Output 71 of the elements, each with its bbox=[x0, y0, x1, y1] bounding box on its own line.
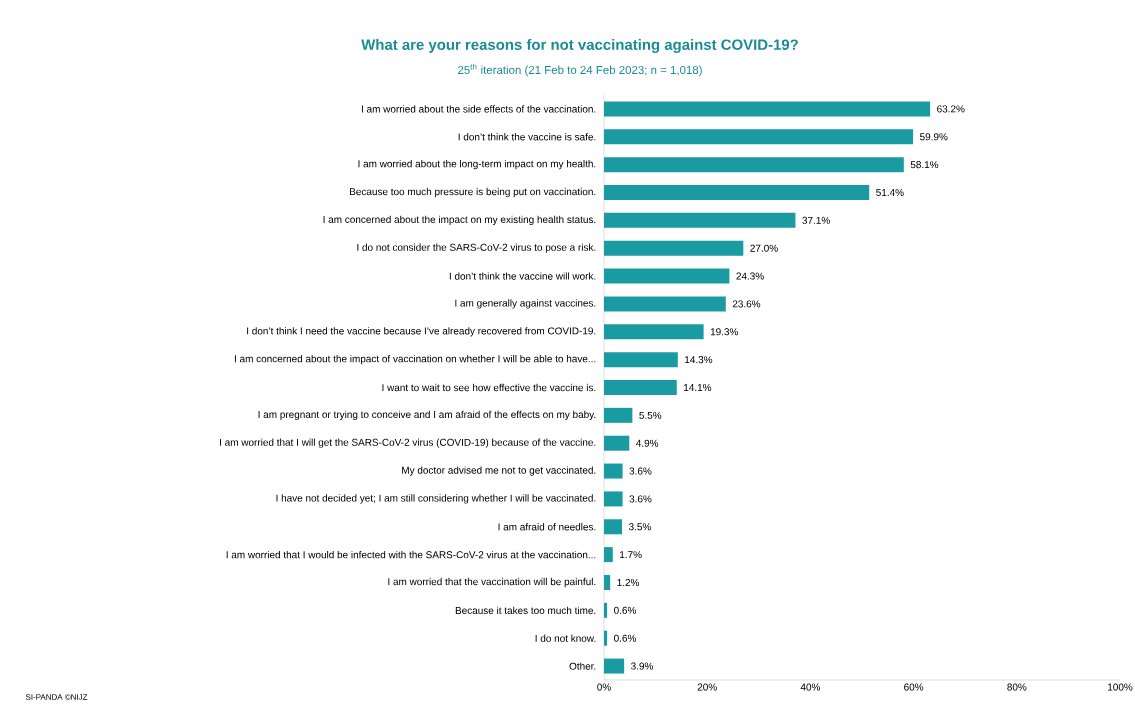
data-label: 37.1% bbox=[802, 216, 830, 224]
data-label: 1.7% bbox=[620, 551, 642, 559]
x-tick-label: 100% bbox=[1108, 683, 1133, 691]
y-tick-label: I am worried that the vaccination will be painful. bbox=[388, 577, 596, 588]
data-label: 59.9% bbox=[920, 133, 948, 141]
data-label: 3.5% bbox=[628, 523, 651, 531]
bar bbox=[604, 379, 677, 395]
bar bbox=[604, 491, 623, 507]
bar bbox=[604, 519, 623, 535]
data-label: 1.2% bbox=[617, 578, 640, 586]
x-tick-label: 80% bbox=[1007, 683, 1027, 691]
bar bbox=[604, 574, 611, 590]
y-tick-label: I don’t think I need the vaccine because I’ve already recovered from COVID-19. bbox=[247, 327, 596, 337]
bar bbox=[604, 602, 608, 618]
data-label: 27.0% bbox=[750, 244, 778, 252]
bar bbox=[604, 324, 704, 340]
y-tick-label: I am generally against vaccines. bbox=[455, 299, 596, 309]
y-tick-label: I am afraid of needles. bbox=[498, 523, 596, 531]
x-tick-label: 40% bbox=[800, 683, 821, 691]
data-label: 24.3% bbox=[736, 272, 764, 280]
bar bbox=[604, 658, 625, 674]
y-tick-label: Because too much pressure is being put on vaccination. bbox=[350, 187, 596, 198]
data-label: 0.6% bbox=[614, 606, 636, 614]
y-tick-label: I am concerned about the impact of vaccination on whether I will be able to have... bbox=[234, 354, 596, 365]
data-label: 3.6% bbox=[629, 495, 652, 503]
data-label: 63.2% bbox=[937, 105, 965, 113]
bar bbox=[604, 630, 608, 646]
y-tick-label: I don’t think the vaccine will work. bbox=[449, 272, 596, 280]
y-tick-label: I am worried about the long-term impact on my health. bbox=[358, 159, 596, 170]
data-label: 51.4% bbox=[876, 188, 904, 196]
data-label: 3.9% bbox=[631, 662, 654, 670]
y-tick-label: I am worried that I will get the SARS-CoV-2 virus (COVID-19) because of the vaccine. bbox=[220, 438, 596, 448]
data-label: 23.6% bbox=[732, 300, 761, 308]
bar bbox=[604, 352, 678, 368]
data-label: 19.3% bbox=[710, 328, 739, 336]
bar bbox=[604, 157, 904, 173]
bar bbox=[604, 435, 630, 451]
y-tick-label: I have not decided yet; I am still considering whether I will be vaccinated. bbox=[276, 494, 596, 504]
bar bbox=[604, 184, 870, 200]
data-label: 58.1% bbox=[910, 161, 939, 169]
chart-subtitle: 25$^{th}$ iteration (21 Feb to 24 Feb 2023; n = 1,018) bbox=[458, 63, 702, 77]
data-label: 14.3% bbox=[685, 356, 713, 364]
y-tick-label: I am worried about the side effects of the vaccination. bbox=[361, 105, 596, 113]
y-tick-label: Because it takes too much time. bbox=[455, 606, 596, 614]
bar bbox=[604, 129, 914, 145]
y-tick-label: I am concerned about the impact on my existing health status. bbox=[323, 215, 596, 225]
y-tick-label: I do not consider the SARS-CoV-2 virus to pose a risk. bbox=[357, 243, 596, 253]
y-tick-label: Other. bbox=[569, 662, 596, 670]
data-label: 4.9% bbox=[636, 439, 659, 447]
x-tick-label: 0% bbox=[597, 683, 611, 691]
y-tick-label: I want to wait to see how effective the vaccine is. bbox=[382, 383, 596, 392]
y-tick-label: I am worried that I would be infected with the SARS-CoV-2 virus at the vaccination... bbox=[226, 550, 596, 559]
chart-title: What are your reasons for not vaccinating against COVID-19? bbox=[361, 38, 798, 53]
bar bbox=[604, 407, 633, 423]
bar bbox=[604, 547, 613, 563]
x-tick-label: 60% bbox=[904, 683, 924, 691]
bar bbox=[604, 240, 744, 256]
bar bbox=[604, 101, 931, 117]
data-label: 14.1% bbox=[684, 384, 712, 391]
bar bbox=[604, 268, 730, 284]
bar bbox=[604, 212, 796, 228]
y-tick-label: I don’t think the vaccine is safe. bbox=[458, 133, 596, 141]
bar bbox=[604, 463, 623, 479]
data-label: 5.5% bbox=[639, 411, 662, 419]
x-tick-label: 20% bbox=[697, 683, 717, 691]
y-tick-label: My doctor advised me not to get vaccinated. bbox=[402, 466, 596, 476]
data-label: 0.6% bbox=[614, 634, 636, 642]
y-tick-label: I do not know. bbox=[535, 634, 596, 642]
bar bbox=[604, 296, 726, 312]
y-tick-label: I am pregnant or trying to conceive and I am afraid of the effects on my baby. bbox=[258, 410, 596, 420]
data-label: 3.6% bbox=[629, 467, 652, 475]
